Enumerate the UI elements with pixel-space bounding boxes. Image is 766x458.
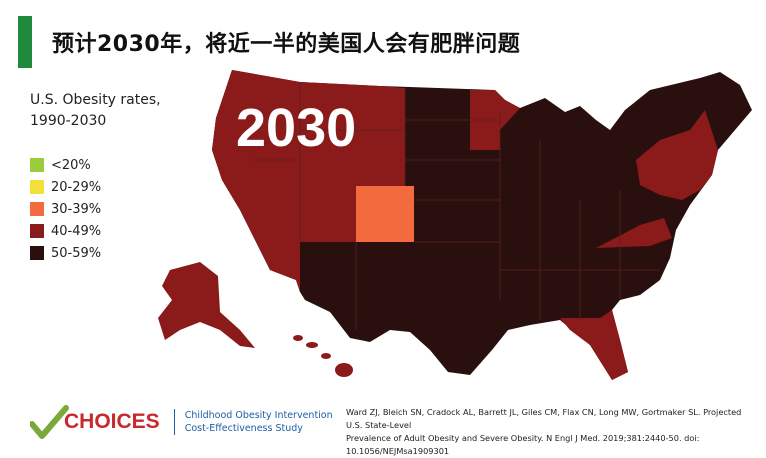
region-northeast-red — [636, 110, 718, 200]
legend-title-line2: 1990-2030 — [30, 113, 107, 129]
legend-label-20-29: 20-29% — [51, 179, 102, 195]
legend-label-lt20: <20% — [51, 157, 91, 173]
region-florida-red — [560, 310, 628, 380]
legend-swatch-50-59 — [30, 246, 44, 260]
legend-item-30-39: 30-39% — [30, 198, 101, 220]
citation-line1: Ward ZJ, Bleich SN, Cradock AL, Barrett … — [346, 407, 742, 430]
legend-item-40-49: 40-49% — [30, 220, 101, 242]
region-colorado-orange — [356, 186, 414, 242]
legend-item-lt20: <20% — [30, 154, 101, 176]
legend-label-50-59: 50-59% — [51, 245, 102, 261]
page-title: 预计2030年，将近一半的美国人会有肥胖问题 — [52, 32, 521, 57]
region-alaska-red — [158, 262, 255, 348]
title-accent-bar — [18, 16, 32, 68]
logo-divider — [173, 409, 175, 435]
choices-logo: CHOICES Childhood Obesity Intervention C… — [30, 400, 333, 444]
legend-label-40-49: 40-49% — [51, 223, 102, 239]
region-west-red — [212, 70, 405, 292]
logo-subtitle-line2: Cost-Effectiveness Study — [184, 423, 303, 434]
legend-swatch-lt20 — [30, 158, 44, 172]
legend-swatch-30-39 — [30, 202, 44, 216]
legend-item-50-59: 50-59% — [30, 242, 101, 264]
map-year-label: 2030 — [236, 98, 356, 158]
region-hawaii-red — [293, 335, 353, 377]
citation: Ward ZJ, Bleich SN, Cradock AL, Barrett … — [346, 406, 756, 458]
legend-title-line1: U.S. Obesity rates, — [30, 92, 161, 108]
legend-swatch-20-29 — [30, 180, 44, 194]
logo-text: CHOICES — [64, 410, 160, 433]
legend-title: U.S. Obesity rates, 1990-2030 — [30, 90, 161, 132]
legend-swatch-40-49 — [30, 224, 44, 238]
legend-item-20-29: 20-29% — [30, 176, 101, 198]
legend: <20% 20-29% 30-39% 40-49% 50-59% — [30, 154, 101, 264]
legend-label-30-39: 30-39% — [51, 201, 102, 217]
logo-subtitle: Childhood Obesity Intervention Cost-Effe… — [185, 409, 333, 435]
logo-subtitle-line1: Childhood Obesity Intervention — [184, 410, 333, 421]
checkmark-icon — [30, 405, 69, 439]
region-virginia-red — [596, 218, 672, 248]
state-borders — [250, 82, 660, 330]
citation-line2: Prevalence of Adult Obesity and Severe O… — [346, 433, 700, 456]
